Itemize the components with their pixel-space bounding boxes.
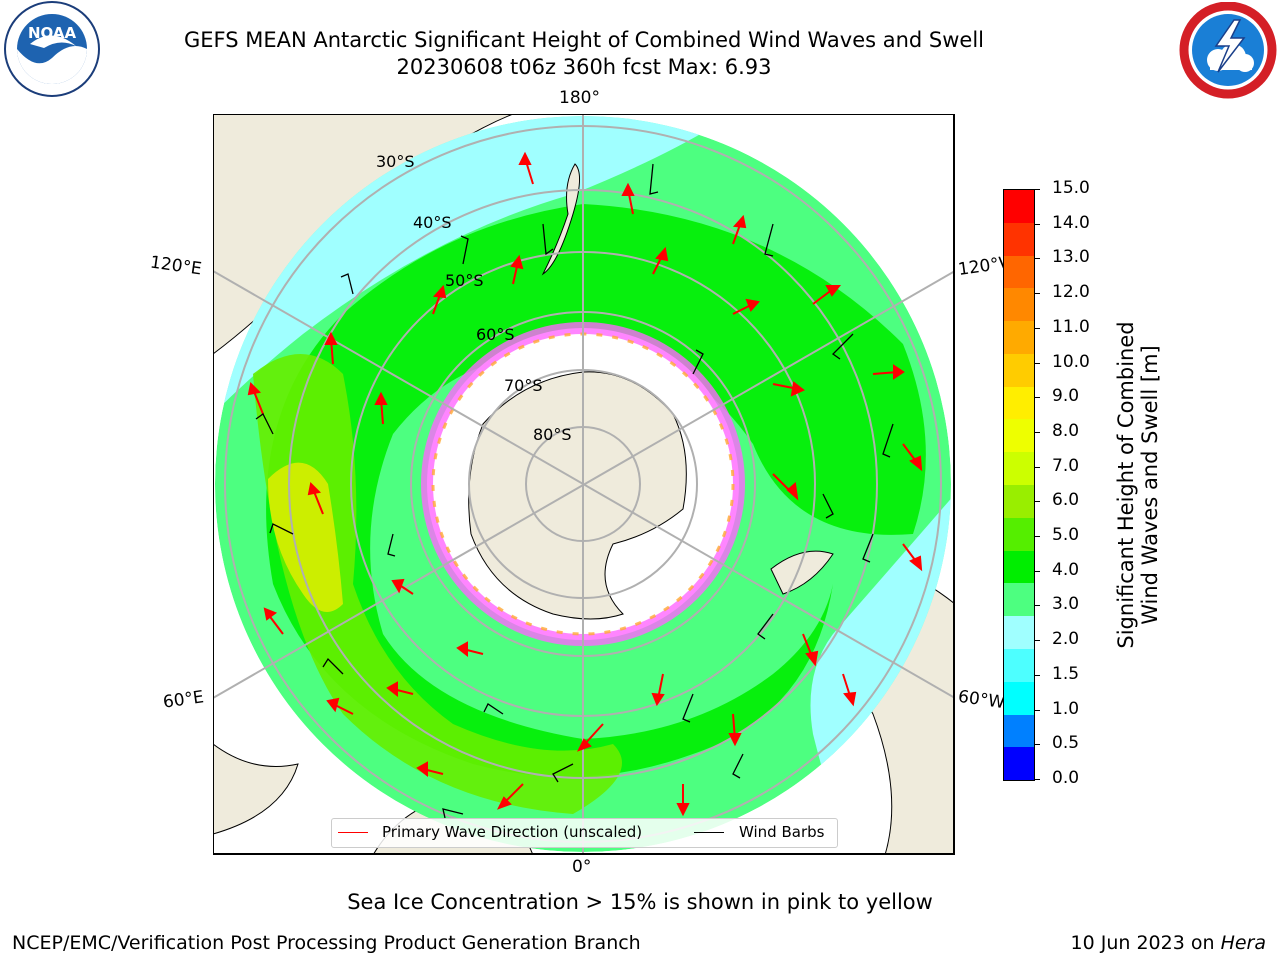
colorbar-segment [1004,517,1034,551]
colorbar-tick-label: 1.5 [1052,663,1080,684]
footer-date: 10 Jun 2023 on Hera [1071,932,1266,954]
forecast-subtitle: 20230608 t06z 360h fcst Max: 6.93 [396,55,772,79]
colorbar-tick-label: 10.0 [1052,351,1090,372]
colorbar-tick-mark [1034,501,1040,503]
colorbar-segment [1004,747,1034,781]
colorbar-tick-mark [1034,640,1040,642]
colorbar-segment [1004,386,1034,420]
colorbar-segment [1004,452,1034,486]
colorbar-tick-mark [1034,744,1040,746]
colorbar-tick-mark [1034,466,1040,468]
colorbar-segment [1004,190,1034,223]
legend-wave-direction: Primary Wave Direction (unscaled) [382,823,643,841]
colorbar-tick-mark [1034,779,1040,780]
colorbar-segment [1004,485,1034,518]
footer-date-text: 10 Jun 2023 on [1070,932,1221,954]
colorbar-segment [1004,714,1034,748]
colorbar-tick-label: 15.0 [1052,178,1090,198]
svg-text:NOAA: NOAA [28,24,77,42]
lon-label-120e: 120°E [148,252,203,280]
colorbar-segment [1004,616,1034,649]
colorbar-tick-label: 4.0 [1052,559,1080,580]
colorbar-tick-label: 5.0 [1052,525,1080,546]
colorbar-label-line2: Wind Waves and Swell [m] [1138,345,1162,625]
colorbar-tick-mark [1034,709,1040,711]
legend-wind-barbs: Wind Barbs [739,823,825,841]
colorbar-segment [1004,681,1034,715]
map-title: GEFS MEAN Antarctic Significant Height o… [183,28,985,52]
colorbar-tick-label: 3.0 [1052,594,1080,615]
lon-label-0: 0° [572,857,592,877]
colorbar-tick-mark [1034,223,1040,225]
lat-label-70s: 70°S [504,376,543,395]
lon-label-60e: 60°E [161,687,206,713]
colorbar-tick-mark [1034,293,1040,295]
colorbar-tick-mark [1034,362,1040,364]
footer-machine: Hera [1220,932,1266,954]
colorbar-tick-label: 6.0 [1052,490,1080,511]
colorbar-tick-label: 0.5 [1052,733,1080,754]
wave-direction-arrows [247,151,923,817]
lat-label-60s: 60°S [476,325,515,344]
lon-label-60w: 60°W [956,686,1007,714]
colorbar-tick-label: 8.0 [1052,420,1080,441]
colorbar-tick-mark [1034,431,1040,433]
lat-label-50s: 50°S [445,271,484,290]
colorbar-tick-label: 14.0 [1052,212,1090,233]
footer-branch: NCEP/EMC/Verification Post Processing Pr… [12,932,641,954]
colorbar-tick-mark [1034,189,1040,190]
colorbar-tick-label: 2.0 [1052,629,1080,650]
colorbar-tick-mark [1034,327,1040,329]
wave-direction-swatch [338,832,368,833]
colorbar-tick-mark [1034,674,1040,676]
colorbar-segment [1004,288,1034,322]
colorbar-tick-label: 1.0 [1052,698,1080,719]
colorbar-tick-label: 13.0 [1052,247,1090,268]
wind-barb-swatch [694,832,724,833]
lat-label-80s: 80°S [533,425,572,444]
colorbar-segment [1004,353,1034,387]
colorbar-segment [1004,222,1034,256]
lon-label-180: 180° [559,88,600,108]
sea-ice-caption: Sea Ice Concentration > 15% is shown in … [347,890,933,914]
colorbar [1003,189,1035,781]
colorbar-label-line1: Significant Height of Combined [1114,321,1138,649]
colorbar-segment [1004,583,1034,617]
colorbar-tick-label: 7.0 [1052,455,1080,476]
colorbar-tick-mark [1034,258,1040,260]
colorbar-tick-label: 12.0 [1052,282,1090,303]
colorbar-tick-mark [1034,397,1040,399]
colorbar-tick-label: 0.0 [1052,768,1080,788]
colorbar-segment [1004,550,1034,584]
map-legend: Primary Wave Direction (unscaled) Wind B… [331,818,838,848]
colorbar-segment [1004,255,1034,289]
colorbar-tick-label: 9.0 [1052,386,1080,407]
wind-barbs [255,163,894,819]
noaa-logo: NOAA [4,1,100,97]
colorbar-tick-mark [1034,536,1040,538]
colorbar-tick-label: 11.0 [1052,316,1090,337]
colorbar-segment [1004,419,1034,453]
colorbar-tick-mark [1034,605,1040,607]
colorbar-segment [1004,321,1034,354]
polar-map [213,114,955,855]
lat-label-40s: 40°S [413,213,452,232]
lat-label-30s: 30°S [376,152,415,171]
colorbar-segment [1004,648,1034,682]
colorbar-tick-mark [1034,570,1040,572]
nws-logo [1179,2,1277,99]
